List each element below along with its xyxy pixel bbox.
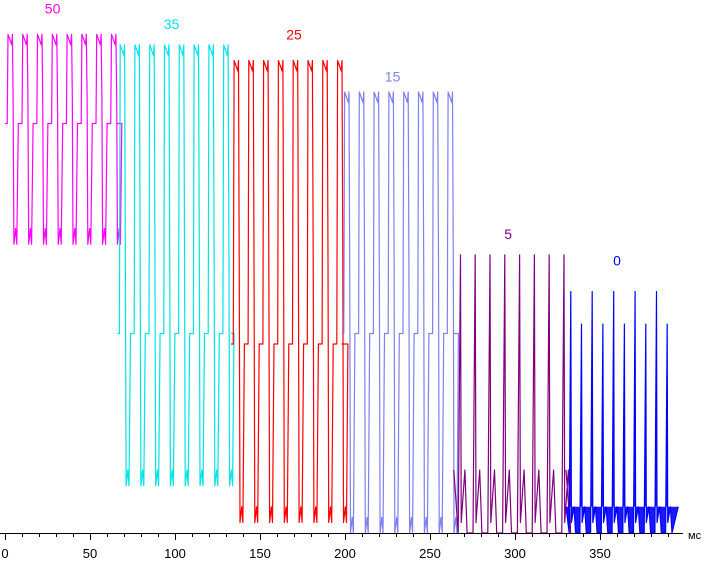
x-axis-unit-label: мс [688,530,702,542]
series-label-15: 15 [385,69,401,85]
x-tick-label: 0 [1,546,8,561]
series-line-25 [231,61,348,523]
x-tick-label: 100 [164,546,186,561]
series-line-5 [454,255,571,533]
x-tick-label: 250 [419,546,441,561]
series-line-50 [5,34,122,244]
x-tick-label: 350 [589,546,611,561]
x-tick-label: 200 [334,546,356,561]
series-label-25: 25 [286,27,302,43]
x-tick-label: 300 [504,546,526,561]
x-axis-ticks: 0 50 100 150 200 250 300 350 [1,533,668,561]
series-line-15 [342,92,459,533]
series-line-0 [566,292,678,534]
x-tick-label: 150 [249,546,271,561]
x-axis: 0 50 100 150 200 250 300 350 мс [0,530,702,561]
series-label-35: 35 [164,16,180,32]
series-label-5: 5 [504,226,512,242]
series-label-0: 0 [613,252,621,268]
series-line-35 [117,45,234,486]
series-layer [5,34,678,533]
x-tick-label: 50 [83,546,97,561]
series-label-50: 50 [45,0,61,16]
